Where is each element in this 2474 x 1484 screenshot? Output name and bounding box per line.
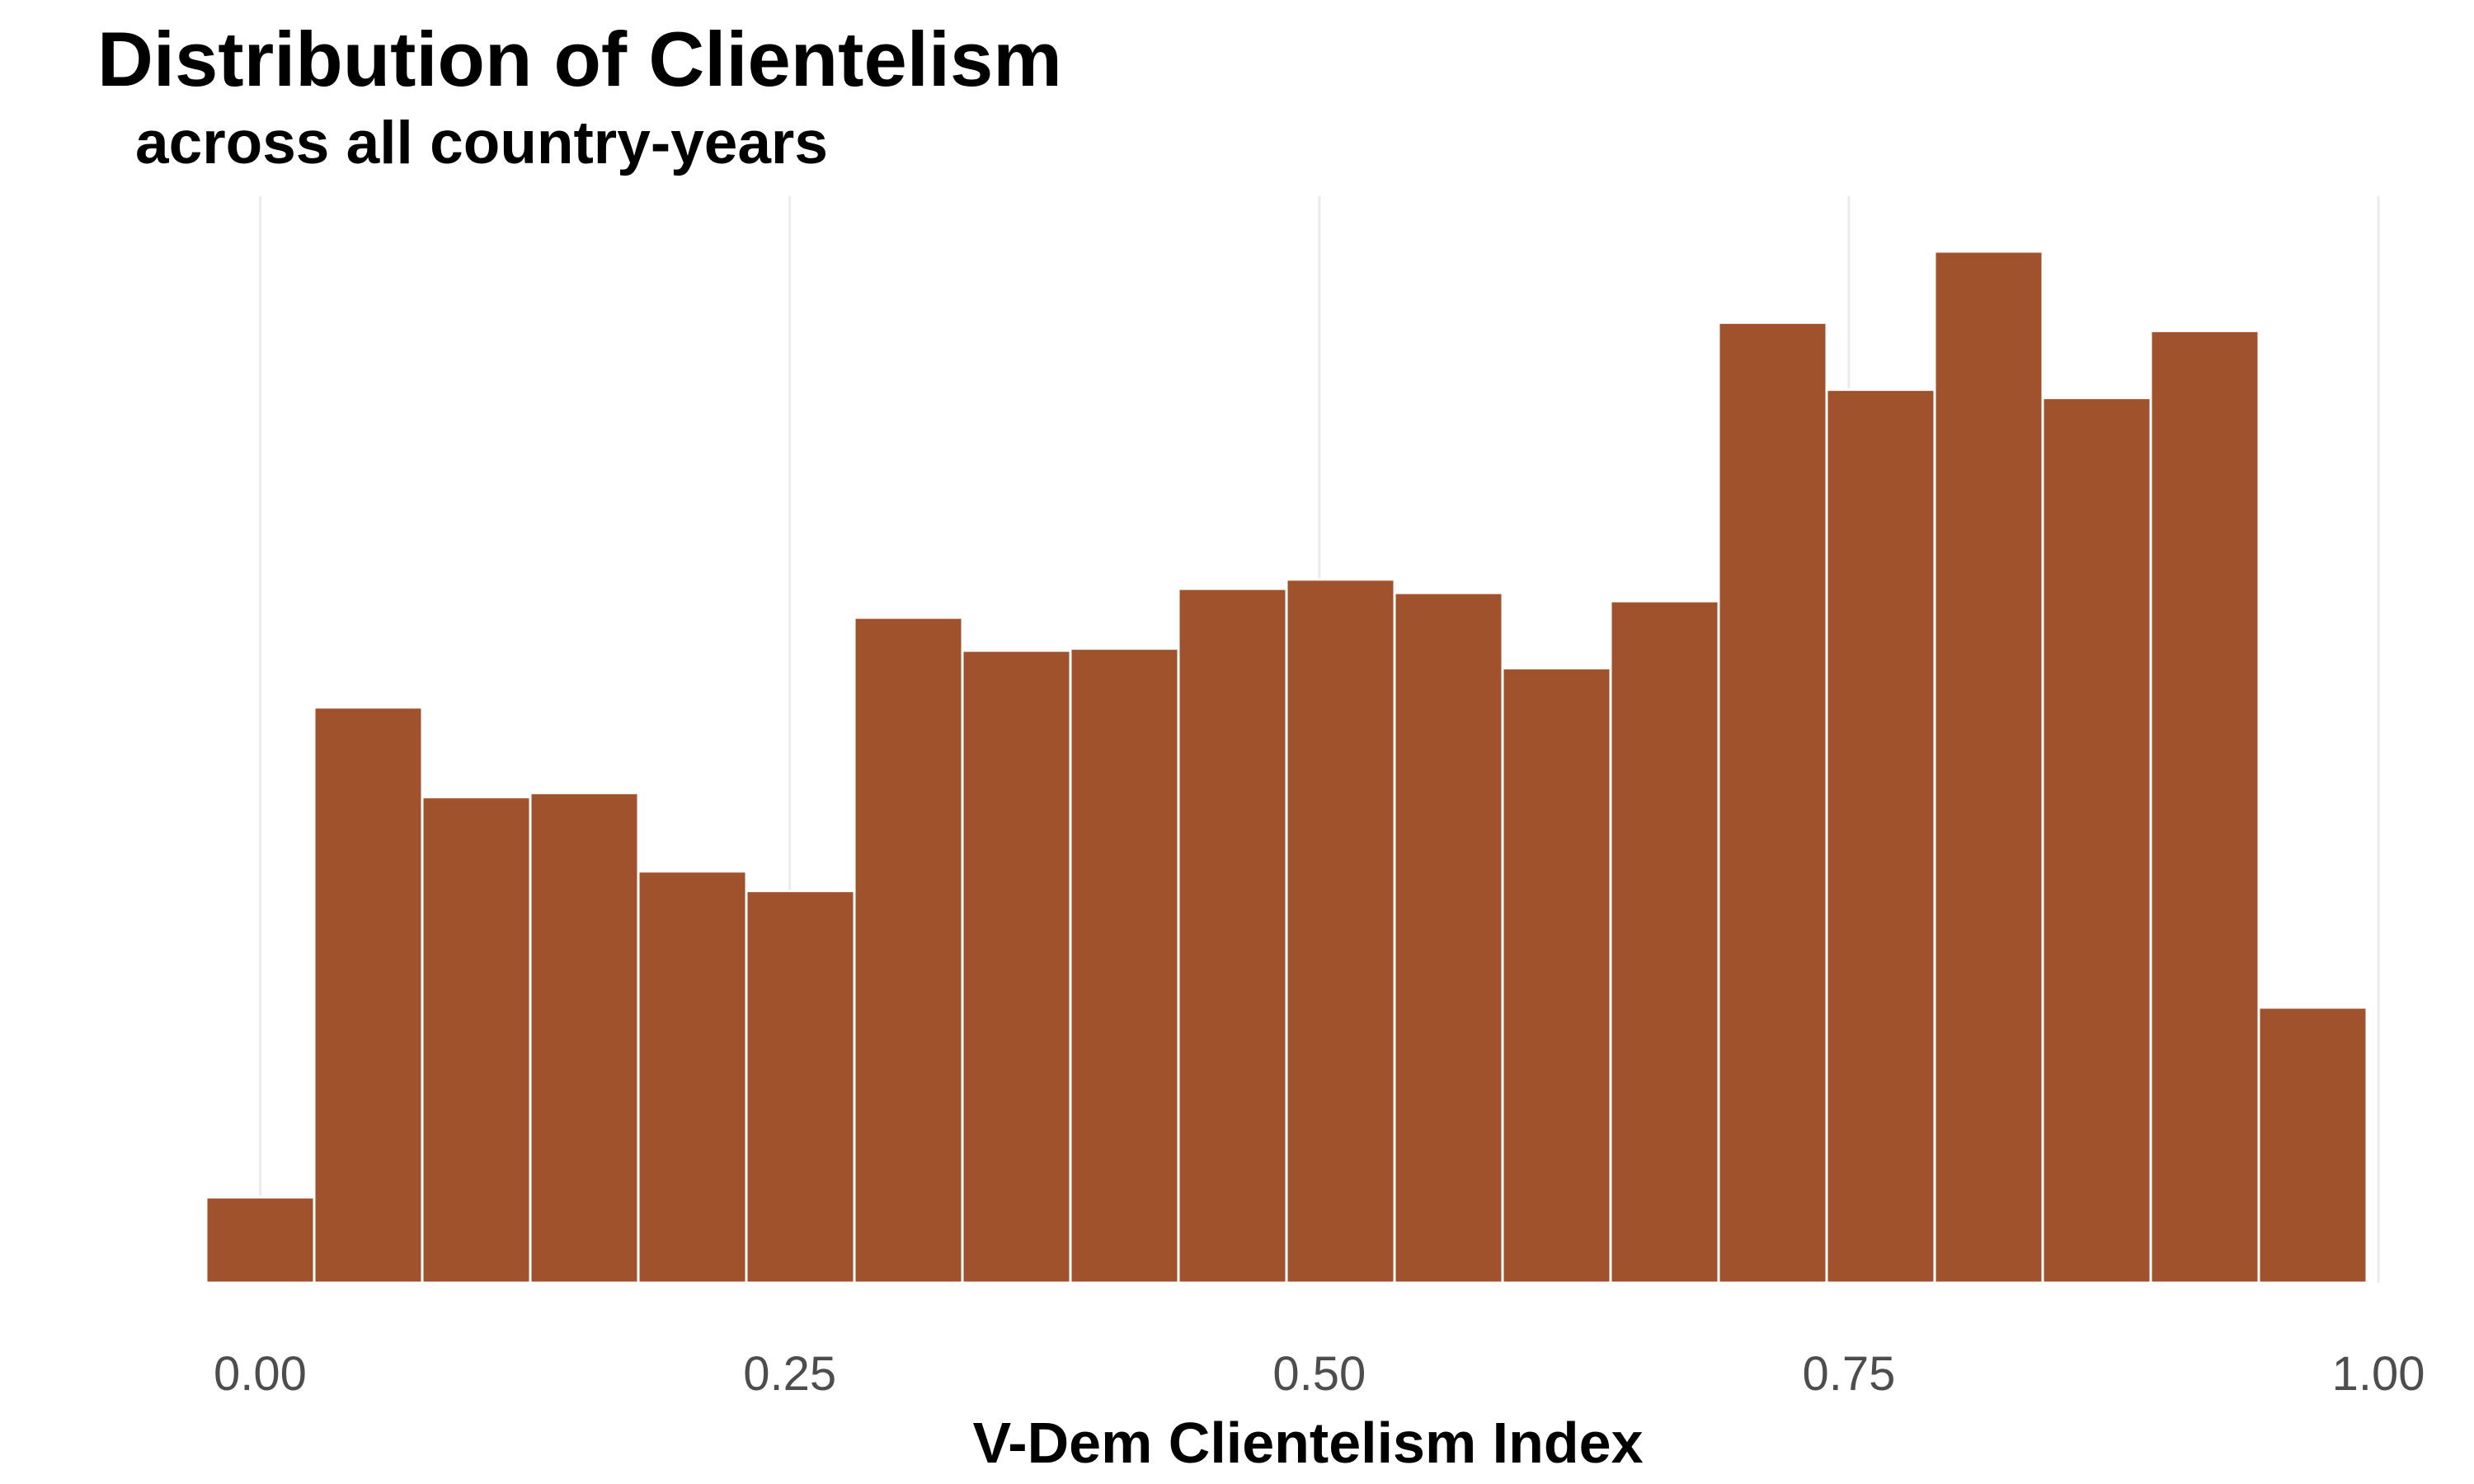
x-tick-label-1: 0.25 [743, 1347, 836, 1401]
histogram-bars [205, 250, 2368, 1284]
histogram-bar-9 [1177, 587, 1288, 1284]
x-tick-label-0: 0.00 [214, 1347, 307, 1401]
histogram-bar-19 [2257, 1006, 2368, 1284]
histogram-bar-1 [313, 706, 424, 1284]
histogram-bar-14 [1717, 321, 1828, 1284]
histogram-bar-2 [421, 796, 532, 1284]
histogram-bar-4 [637, 870, 748, 1284]
histogram-bar-5 [745, 890, 856, 1284]
chart-title: Distribution of Clientelism [97, 16, 1062, 102]
x-tick-label-3: 0.75 [1803, 1347, 1896, 1401]
histogram-bar-18 [2149, 329, 2260, 1284]
histogram-bar-15 [1825, 388, 1936, 1284]
histogram-bar-13 [1609, 599, 1720, 1284]
x-tick-label-4: 1.00 [2332, 1347, 2425, 1401]
x-axis-tick-labels: 0.00 0.25 0.50 0.75 1.00 [214, 1347, 2425, 1401]
x-axis-title: V-Dem Clientelism Index [972, 1411, 1643, 1475]
chart-subtitle: across all country-years [135, 110, 828, 176]
histogram-bar-11 [1393, 591, 1504, 1284]
histogram-bar-6 [853, 616, 964, 1284]
histogram-bar-8 [1069, 647, 1180, 1284]
histogram-bar-3 [529, 791, 640, 1284]
x-tick-label-2: 0.50 [1272, 1347, 1366, 1401]
histogram-bar-12 [1501, 666, 1612, 1284]
histogram-bar-7 [961, 649, 1072, 1284]
histogram-bar-16 [1933, 250, 2044, 1284]
histogram-bar-10 [1285, 578, 1396, 1284]
histogram-bar-0 [205, 1195, 316, 1284]
histogram-bar-17 [2041, 397, 2152, 1284]
